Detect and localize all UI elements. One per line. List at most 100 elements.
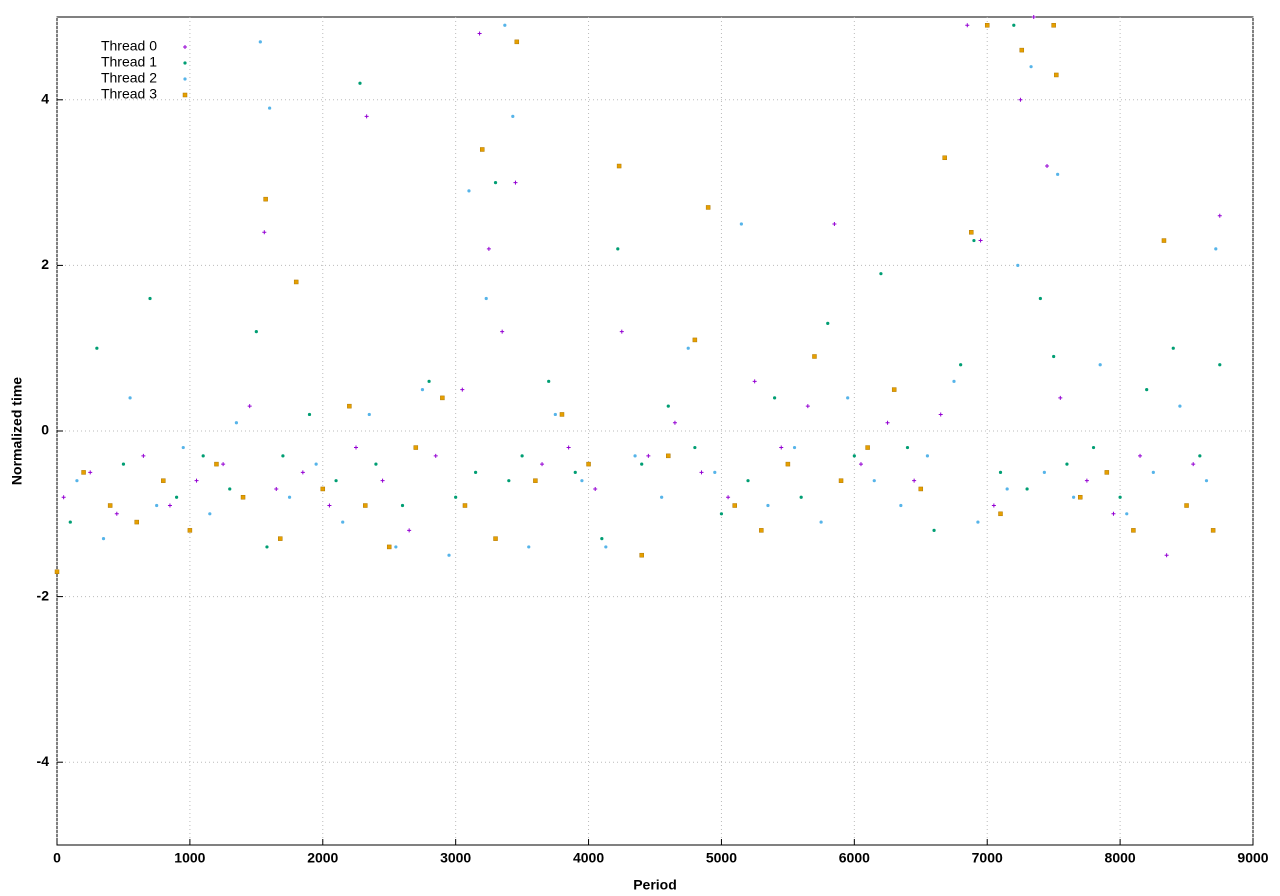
scatter-point bbox=[580, 479, 584, 483]
scatter-point bbox=[639, 552, 644, 558]
scatter-point bbox=[88, 470, 93, 475]
scatter-point bbox=[965, 23, 970, 28]
scatter-point bbox=[1038, 296, 1042, 301]
scatter-point bbox=[228, 487, 232, 491]
x-tick-label: 2000 bbox=[307, 850, 338, 866]
scatter-point bbox=[394, 545, 398, 549]
scatter-point bbox=[240, 494, 246, 500]
scatter-point bbox=[293, 279, 299, 285]
scatter-point bbox=[363, 503, 368, 508]
scatter-point bbox=[832, 222, 837, 226]
scatter-point bbox=[175, 495, 179, 499]
scatter-point bbox=[872, 479, 876, 483]
scatter-point bbox=[1178, 404, 1182, 408]
scatter-point bbox=[773, 396, 777, 400]
scatter-point bbox=[1138, 453, 1143, 458]
scatter-point bbox=[540, 462, 545, 467]
x-tick-label: 9000 bbox=[1237, 850, 1268, 866]
scatter-point bbox=[479, 147, 485, 152]
scatter-point bbox=[254, 330, 258, 334]
legend-marker bbox=[183, 61, 187, 65]
scatter-point bbox=[533, 478, 538, 483]
scatter-point bbox=[493, 536, 498, 541]
scatter-point bbox=[752, 379, 757, 384]
scatter-point bbox=[593, 486, 598, 491]
scatter-point bbox=[1084, 478, 1089, 483]
scatter-point bbox=[167, 503, 172, 508]
scatter-point bbox=[899, 503, 903, 508]
scatter-point bbox=[1191, 462, 1196, 467]
scatter-point bbox=[1198, 454, 1202, 458]
scatter-point bbox=[347, 403, 352, 409]
scatter-point bbox=[559, 412, 565, 417]
scatter-point bbox=[1118, 495, 1122, 499]
scatter-point bbox=[107, 503, 113, 508]
scatter-point bbox=[214, 461, 219, 467]
scatter-point bbox=[341, 520, 345, 524]
scatter-point bbox=[1171, 346, 1175, 350]
scatter-point bbox=[1131, 528, 1136, 533]
scatter-point bbox=[1051, 23, 1056, 28]
scatter-point bbox=[799, 495, 803, 499]
legend-marker bbox=[183, 77, 187, 81]
scatter-point bbox=[846, 396, 850, 400]
scatter-point bbox=[134, 519, 139, 525]
scatter-point bbox=[640, 462, 644, 466]
scatter-point bbox=[719, 512, 724, 516]
scatter-point bbox=[194, 478, 199, 483]
scatter-point bbox=[705, 205, 711, 210]
scatter-point bbox=[1045, 164, 1050, 169]
x-tick-label: 7000 bbox=[972, 850, 1003, 866]
scatter-point bbox=[1042, 470, 1046, 474]
scatter-point bbox=[1184, 503, 1189, 508]
scatter-point bbox=[905, 445, 910, 450]
scatter-point bbox=[141, 453, 146, 458]
scatter-point bbox=[739, 222, 743, 226]
legend-marker bbox=[183, 45, 187, 49]
scatter-point bbox=[265, 545, 269, 549]
scatter-point bbox=[1052, 354, 1056, 359]
scatter-point bbox=[885, 420, 890, 425]
scatter-point bbox=[553, 412, 557, 417]
scatter-point bbox=[274, 486, 279, 491]
scatter-point bbox=[600, 537, 604, 541]
scatter-point bbox=[314, 462, 318, 466]
scatter-point bbox=[493, 181, 498, 185]
scatter-point bbox=[838, 478, 844, 483]
scatter-point bbox=[978, 238, 983, 243]
scatter-point bbox=[998, 470, 1003, 474]
scatter-point bbox=[114, 511, 119, 516]
scatter-point bbox=[221, 462, 226, 467]
scatter-point bbox=[1098, 363, 1102, 367]
x-tick-label: 0 bbox=[53, 850, 61, 866]
scatter-point bbox=[858, 462, 863, 467]
scatter-point bbox=[766, 503, 770, 508]
scatter-point bbox=[1218, 363, 1222, 367]
scatter-point bbox=[462, 503, 468, 508]
scatter-point bbox=[386, 544, 392, 550]
scatter-point bbox=[427, 379, 431, 383]
y-axis-label: Normalized time bbox=[9, 377, 25, 485]
scatter-point bbox=[1018, 97, 1023, 102]
scatter-point bbox=[746, 479, 750, 483]
scatter-point bbox=[364, 114, 369, 119]
scatter-point bbox=[433, 453, 438, 458]
scatter-point bbox=[484, 296, 488, 301]
y-tick-label: -4 bbox=[37, 753, 50, 769]
scatter-point bbox=[1058, 395, 1063, 400]
scatter-point bbox=[81, 470, 86, 475]
scatter-point bbox=[942, 155, 947, 161]
scatter-point bbox=[932, 528, 936, 532]
scatter-point bbox=[633, 454, 637, 458]
scatter-point bbox=[101, 537, 106, 541]
scatter-point bbox=[1005, 487, 1009, 491]
scatter-point bbox=[503, 23, 507, 27]
scatter-point bbox=[812, 354, 817, 359]
x-tick-label: 5000 bbox=[706, 850, 737, 866]
scatter-point bbox=[998, 511, 1003, 517]
x-tick-label: 6000 bbox=[839, 850, 870, 866]
scatter-point bbox=[938, 412, 943, 417]
scatter-point bbox=[1111, 511, 1116, 516]
scatter-point bbox=[234, 421, 238, 425]
